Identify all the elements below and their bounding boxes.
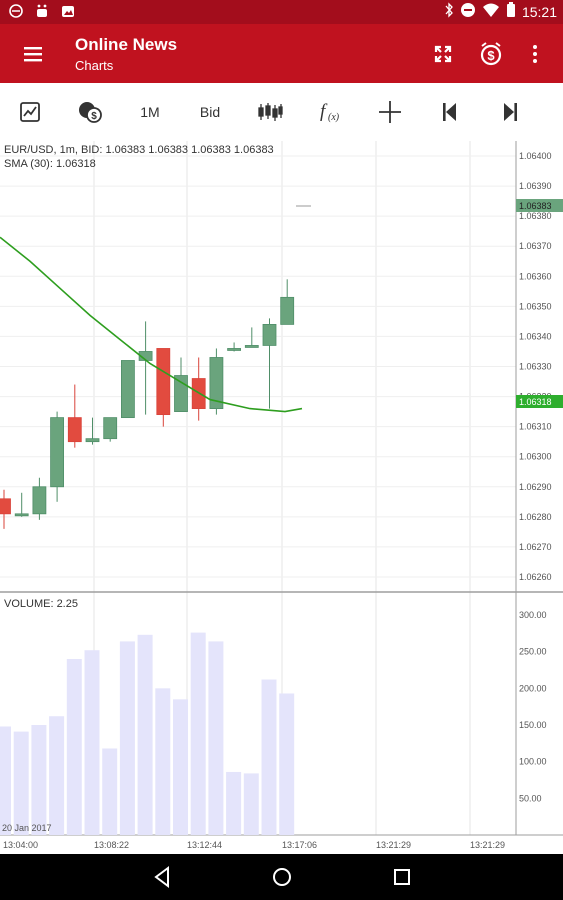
price-tick-label: 1.06290	[519, 482, 552, 492]
volume-tick-label: 200.00	[519, 683, 547, 693]
candle-body	[121, 360, 134, 417]
sync-icon	[8, 3, 24, 19]
volume-bar	[0, 726, 11, 835]
volume-label: VOLUME: 2.25	[4, 598, 78, 610]
time-tick-label: 13:21:29	[470, 840, 505, 850]
candle-body	[15, 514, 28, 516]
volume-bar	[226, 772, 241, 835]
candle-body	[281, 297, 294, 324]
clock-time: 15:21	[522, 4, 557, 20]
volume-bar	[102, 748, 117, 835]
chart-date-label: 20 Jan 2017	[2, 823, 52, 833]
candles-icon[interactable]	[245, 83, 295, 141]
period-button[interactable]: 1M	[125, 83, 175, 141]
status-bar: 15:21	[0, 0, 563, 24]
battery-icon	[506, 2, 516, 21]
price-tick-label: 1.06300	[519, 452, 552, 462]
instruments-icon[interactable]: $	[65, 83, 115, 141]
candle-body	[245, 345, 258, 347]
volume-tick-label: 250.00	[519, 647, 547, 657]
scroll-to-start-icon[interactable]	[425, 83, 475, 141]
volume-bar	[14, 732, 29, 835]
volume-bar	[173, 699, 188, 835]
volume-bar	[67, 659, 82, 835]
candle-body	[104, 418, 117, 439]
chart-info-line: EUR/USD, 1m, BID: 1.06383 1.06383 1.0638…	[4, 144, 274, 156]
time-tick-label: 13:21:29	[376, 840, 411, 850]
candle-body	[51, 418, 64, 487]
candle-body	[68, 418, 81, 442]
back-icon[interactable]	[150, 864, 176, 890]
svg-text:$: $	[487, 48, 495, 63]
price-tick-label: 1.06370	[519, 241, 552, 251]
scroll-to-end-icon[interactable]	[485, 83, 535, 141]
time-tick-label: 13:12:44	[187, 840, 222, 850]
chart-toolbar: $ 1M Bid f (x)	[0, 83, 563, 142]
price-tick-label: 1.06270	[519, 542, 552, 552]
candle-body	[157, 348, 170, 414]
app-subtitle: Charts	[75, 58, 113, 73]
price-tick-label: 1.06360	[519, 271, 552, 281]
overflow-menu-icon[interactable]	[522, 41, 548, 67]
indicators-icon[interactable]: f (x)	[305, 83, 355, 141]
sma-info-line: SMA (30): 1.06318	[4, 158, 96, 170]
current-price-label: 1.06383	[519, 201, 552, 211]
chart-type-icon[interactable]	[5, 83, 55, 141]
image-icon	[60, 3, 76, 19]
volume-bar	[244, 773, 259, 835]
price-tick-label: 1.06390	[519, 181, 552, 191]
volume-bar	[120, 641, 135, 835]
candle-body	[263, 324, 276, 345]
volume-bar	[85, 650, 100, 835]
volume-bar	[208, 641, 223, 835]
volume-bar	[262, 680, 277, 835]
app-title: Online News	[75, 35, 177, 55]
wifi-icon	[482, 2, 500, 21]
system-nav-bar	[0, 854, 563, 900]
volume-bar	[191, 633, 206, 835]
time-tick-label: 13:04:00	[3, 840, 38, 850]
android-icon	[34, 3, 50, 19]
price-tick-label: 1.06260	[519, 572, 552, 582]
price-tick-label: 1.06380	[519, 211, 552, 221]
candle-body	[175, 376, 188, 412]
volume-bar	[155, 688, 170, 835]
volume-bar	[138, 635, 153, 835]
fullscreen-icon[interactable]	[430, 41, 456, 67]
svg-text:f: f	[320, 101, 328, 122]
volume-tick-label: 100.00	[519, 757, 547, 767]
candle-body	[86, 439, 99, 442]
price-tick-label: 1.06340	[519, 331, 552, 341]
price-chart[interactable]: 1.06400 1.06390 1.06380 1.06370 1.06360 1.063…	[0, 141, 563, 854]
candle-body	[228, 348, 241, 350]
price-tick-label: 1.06280	[519, 512, 552, 522]
candle-body	[33, 487, 46, 514]
volume-tick-label: 300.00	[519, 610, 547, 620]
price-tick-label: 1.06310	[519, 422, 552, 432]
candle-body	[0, 499, 11, 514]
do-not-disturb-icon	[460, 2, 476, 21]
bluetooth-icon	[444, 2, 454, 21]
recents-icon[interactable]	[389, 864, 415, 890]
svg-text:(x): (x)	[328, 112, 340, 123]
volume-bar	[279, 693, 294, 835]
svg-text:$: $	[91, 111, 97, 122]
time-tick-label: 13:08:22	[94, 840, 129, 850]
volume-bar	[49, 716, 64, 835]
volume-tick-label: 50.00	[519, 793, 542, 803]
sma-price-label: 1.06318	[519, 397, 552, 407]
crosshair-icon[interactable]	[365, 83, 415, 141]
price-tick-label: 1.06350	[519, 301, 552, 311]
volume-tick-label: 150.00	[519, 720, 547, 730]
menu-icon[interactable]	[22, 42, 46, 66]
app-bar: Online News Charts $	[0, 24, 563, 83]
price-tick-label: 1.06400	[519, 151, 552, 161]
volume-bar	[31, 725, 46, 835]
time-tick-label: 13:17:06	[282, 840, 317, 850]
price-axis: 1.06400 1.06390 1.06380 1.06370 1.06360 1.063…	[519, 151, 552, 582]
price-type-button[interactable]: Bid	[185, 83, 235, 141]
home-icon[interactable]	[269, 864, 295, 890]
price-tick-label: 1.06330	[519, 362, 552, 372]
price-alert-icon[interactable]: $	[478, 41, 504, 67]
